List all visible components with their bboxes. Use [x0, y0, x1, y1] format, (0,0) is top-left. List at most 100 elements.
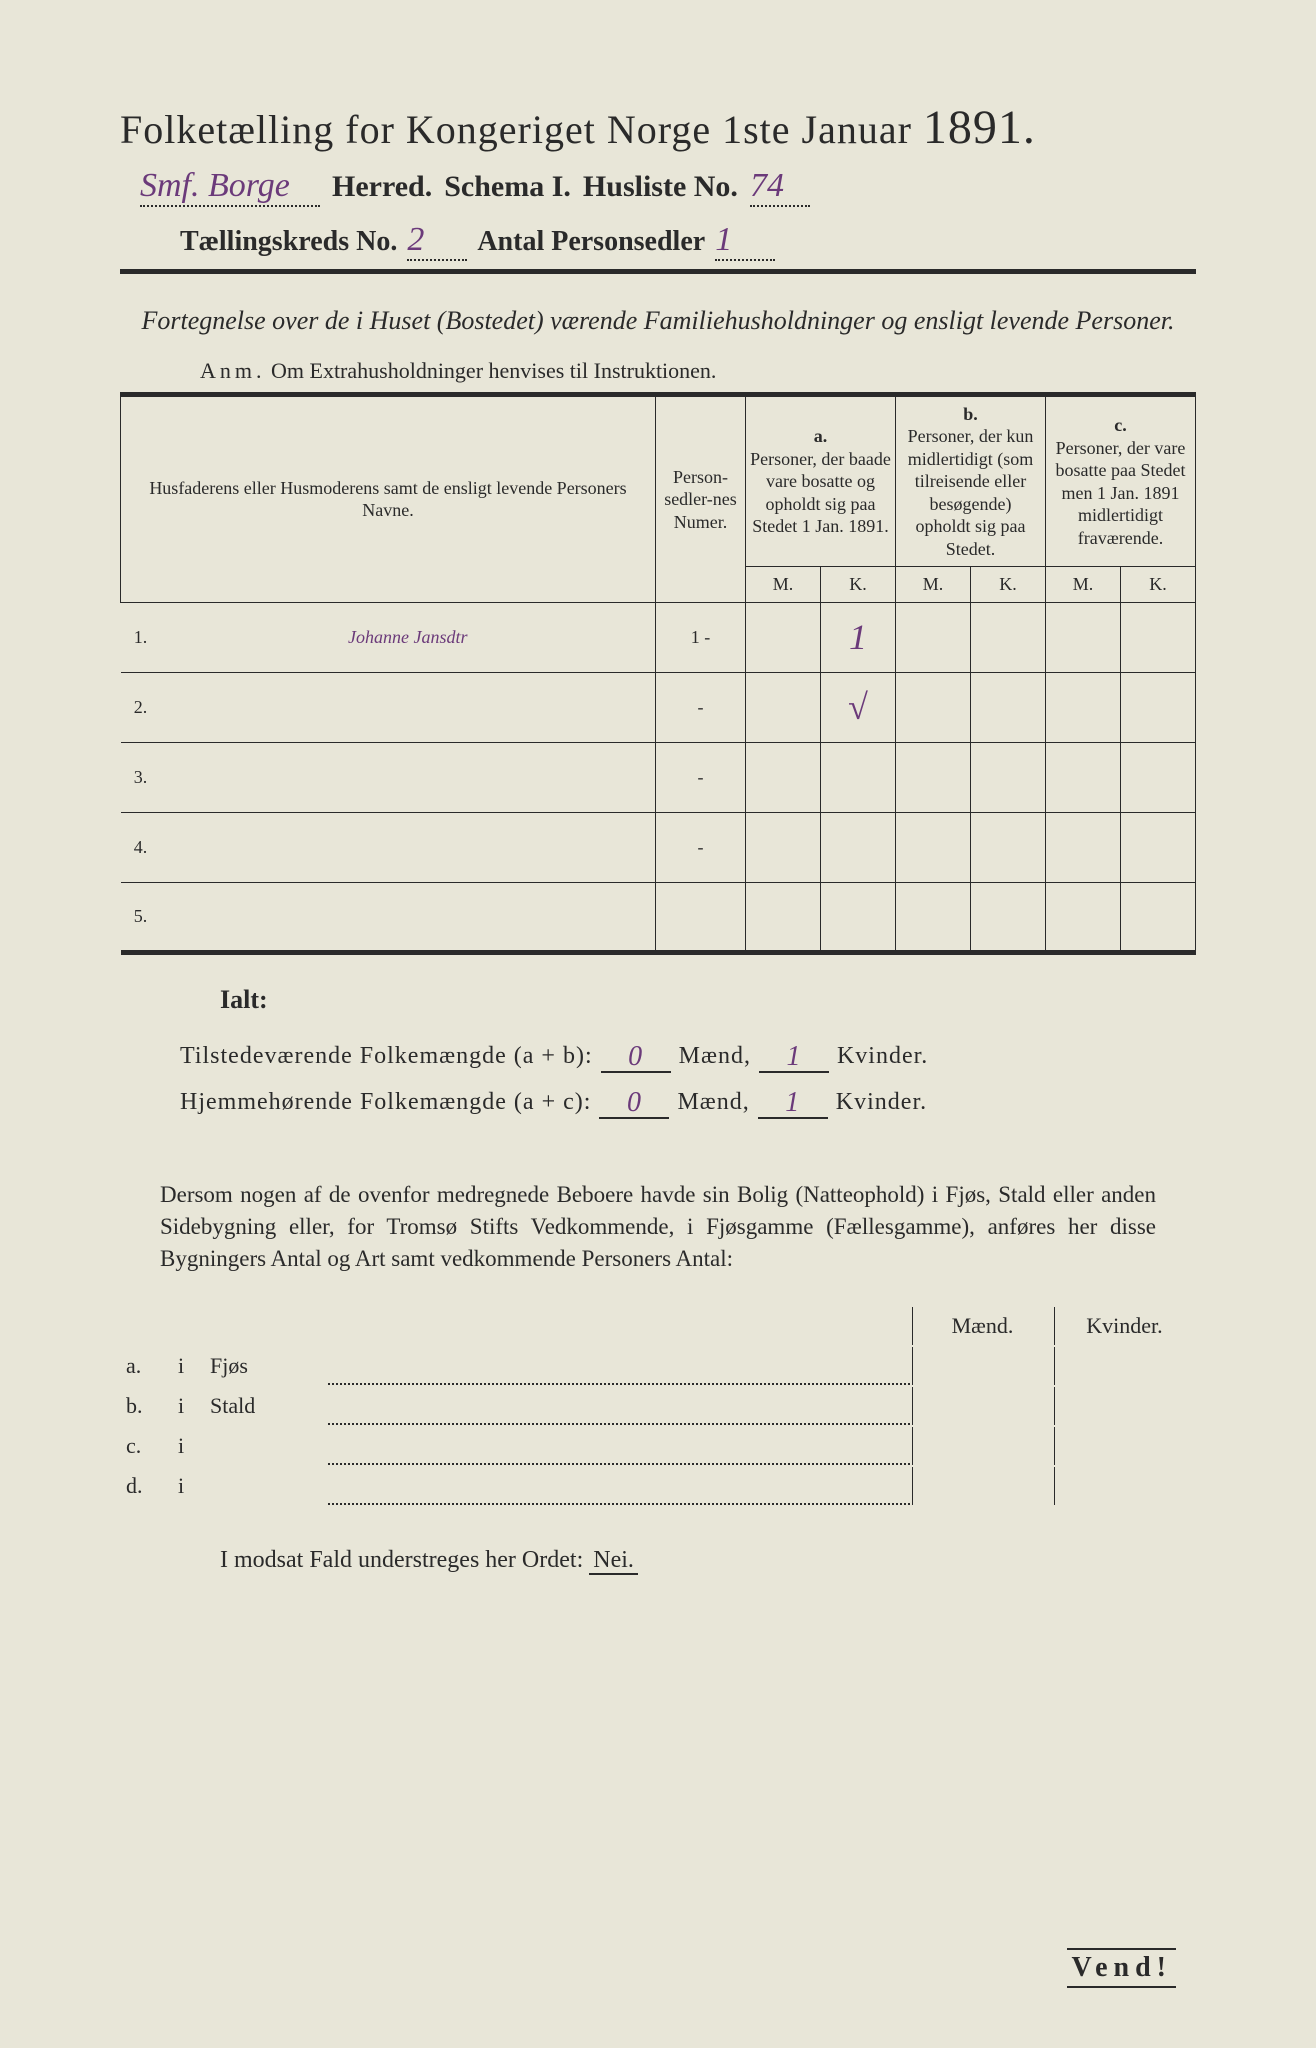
building-row-dots — [328, 1427, 910, 1465]
cell-a_k — [821, 882, 896, 952]
antal-label: Antal Personsedler — [477, 226, 705, 258]
building-table: Mænd. Kvinder. a.iFjøsb.iStaldc.id.i — [120, 1305, 1196, 1507]
totals-1-m-field: 0 — [601, 1039, 671, 1073]
cell-c_m — [1046, 882, 1121, 952]
row-personsedler: 1 - — [656, 602, 746, 672]
table-row: 3. - — [121, 742, 1196, 812]
building-row-label: a. — [122, 1347, 172, 1385]
building-row-dots — [328, 1387, 910, 1425]
table-row: 1.Johanne Jansdtr1 -1 — [121, 602, 1196, 672]
table-header-row-1: Husfaderens eller Husmoderens samt de en… — [121, 394, 1196, 567]
col-c-label: c. — [1050, 414, 1191, 437]
cell-b_k — [971, 602, 1046, 672]
totals-1-k-field: 1 — [759, 1039, 829, 1073]
cell-c_m — [1046, 742, 1121, 812]
building-row-maend — [912, 1387, 1052, 1425]
cell-a_m — [746, 602, 821, 672]
census-form-page: Folketælling for Kongeriget Norge 1ste J… — [120, 100, 1196, 1574]
modsat-text: I modsat Fald understreges her Ordet: — [220, 1547, 583, 1573]
c-k: K. — [1121, 567, 1196, 603]
husliste-value: 74 — [750, 167, 784, 204]
modsat-line: I modsat Fald understreges her Ordet: Ne… — [120, 1547, 1196, 1574]
cell-b_m — [896, 882, 971, 952]
cell-c_k — [1121, 742, 1196, 812]
kvinder-label: Kvinder. — [837, 1043, 928, 1070]
building-row-label: d. — [122, 1467, 172, 1505]
row-name — [161, 882, 656, 952]
totals-2-label: Hjemmehørende Folkemængde (a + c): — [180, 1089, 591, 1116]
schema-label: Schema I. — [444, 170, 571, 204]
row-name — [161, 742, 656, 812]
cell-b_m — [896, 602, 971, 672]
anm-line: Anm. Om Extrahusholdninger henvises til … — [120, 358, 1196, 384]
a-m: M. — [746, 567, 821, 603]
header-row-kreds: Tællingskreds No. 2 Antal Personsedler 1 — [120, 221, 1196, 261]
table-row: 2. - √ — [121, 672, 1196, 742]
row-number: 3. — [121, 742, 161, 812]
cell-a_k: √ — [821, 672, 896, 742]
cell-c_m — [1046, 602, 1121, 672]
title-main: Folketælling for Kongeriget Norge 1ste J… — [120, 107, 912, 152]
row-name — [161, 812, 656, 882]
col-num-header: Person-sedler-nes Numer. — [656, 394, 746, 602]
cell-a_k: 1 — [821, 602, 896, 672]
building-kvinder-header: Kvinder. — [1054, 1307, 1194, 1345]
kreds-label: Tællingskreds No. — [180, 226, 397, 258]
building-maend-header: Mænd. — [912, 1307, 1052, 1345]
cell-c_k — [1121, 882, 1196, 952]
maend-label: Mænd, — [679, 1043, 751, 1070]
totals-2-m-field: 0 — [599, 1085, 669, 1119]
col-a-header: a. Personer, der baade vare bosatte og o… — [746, 394, 896, 567]
building-row-i: i — [174, 1427, 204, 1465]
row-personsedler: - — [656, 742, 746, 812]
col-c-text: Personer, der vare bosatte paa Stedet me… — [1050, 437, 1191, 550]
household-table: Husfaderens eller Husmoderens samt de en… — [120, 392, 1196, 955]
row-name: Johanne Jansdtr — [161, 602, 656, 672]
vend-label: Vend! — [1067, 1948, 1176, 1988]
kvinder-label-2: Kvinder. — [836, 1089, 927, 1116]
totals-line-1: Tilstedeværende Folkemængde (a + b): 0 M… — [120, 1039, 1196, 1073]
building-row-dots — [328, 1347, 910, 1385]
building-row-kvinder — [1054, 1467, 1194, 1505]
row-personsedler — [656, 882, 746, 952]
anm-label: Anm. — [200, 358, 266, 383]
row-number: 2. — [121, 672, 161, 742]
cell-b_m — [896, 672, 971, 742]
cell-b_k — [971, 672, 1046, 742]
building-row-name: Fjøs — [206, 1347, 326, 1385]
row-number: 4. — [121, 812, 161, 882]
herred-field: Smf. Borge — [140, 167, 320, 207]
intro-text: Fortegnelse over de i Huset (Bostedet) v… — [120, 304, 1196, 338]
building-row: d.i — [122, 1467, 1194, 1505]
building-row-name — [206, 1467, 326, 1505]
cell-b_k — [971, 742, 1046, 812]
building-row-name: Stald — [206, 1387, 326, 1425]
husliste-field: 74 — [750, 167, 810, 207]
cell-c_k — [1121, 812, 1196, 882]
cell-c_k — [1121, 602, 1196, 672]
kreds-value: 2 — [407, 221, 424, 258]
antal-value: 1 — [715, 221, 732, 258]
building-row-maend — [912, 1467, 1052, 1505]
building-row-kvinder — [1054, 1427, 1194, 1465]
cell-a_m — [746, 882, 821, 952]
col-names-text: Husfaderens eller Husmoderens samt de en… — [149, 478, 626, 521]
c-m: M. — [1046, 567, 1121, 603]
building-row-maend — [912, 1427, 1052, 1465]
building-paragraph: Dersom nogen af de ovenfor medregnede Be… — [120, 1179, 1196, 1276]
row-personsedler: - — [656, 812, 746, 882]
totals-line-2: Hjemmehørende Folkemængde (a + c): 0 Mæn… — [120, 1085, 1196, 1119]
kreds-field: 2 — [407, 221, 467, 261]
cell-b_m — [896, 742, 971, 812]
col-b-text: Personer, der kun midlertidigt (som tilr… — [900, 425, 1041, 560]
antal-field: 1 — [715, 221, 775, 261]
ialt-label: Ialt: — [120, 985, 1196, 1015]
row-personsedler: - — [656, 672, 746, 742]
building-row-kvinder — [1054, 1347, 1194, 1385]
building-row: c.i — [122, 1427, 1194, 1465]
row-number: 5. — [121, 882, 161, 952]
cell-c_k — [1121, 672, 1196, 742]
totals-1-k: 1 — [786, 1041, 801, 1072]
row-name — [161, 672, 656, 742]
col-b-header: b. Personer, der kun midlertidigt (som t… — [896, 394, 1046, 567]
